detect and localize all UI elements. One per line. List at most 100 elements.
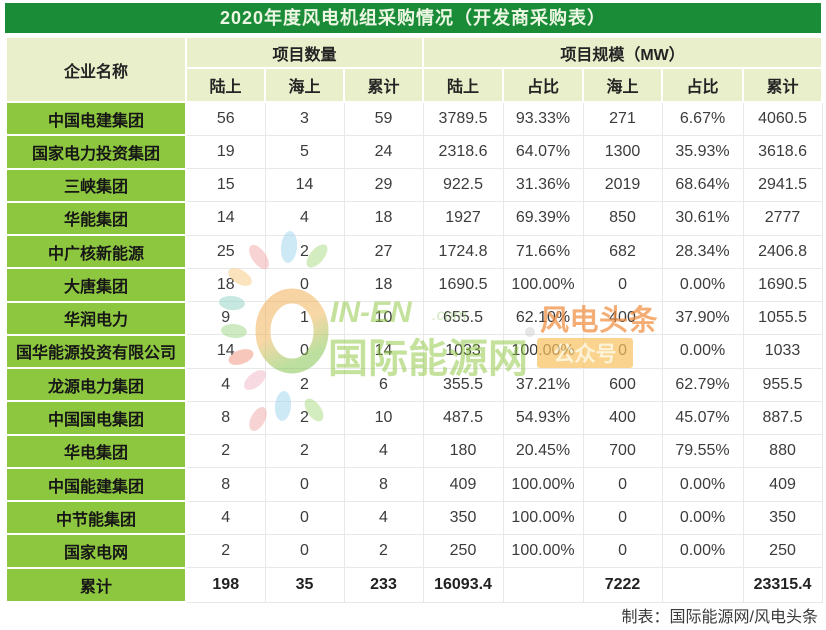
data-cell: 45.07%	[661, 400, 744, 436]
data-cell: 59	[343, 101, 424, 136]
data-cell: 1055.5	[742, 301, 823, 336]
data-cell: 1690.5	[742, 267, 823, 303]
data-cell: 2	[264, 234, 345, 269]
data-cell: 1300	[582, 134, 663, 170]
table-row: 中节能集团 4 0 4 350 100.00% 0 0.00% 350	[5, 500, 823, 536]
company-name-cell: 华能集团	[5, 200, 187, 237]
data-cell: 180	[422, 434, 504, 469]
data-cell: 14	[185, 201, 266, 236]
sub-header-row: 陆上 海上 累计 陆上 占比 海上 占比 累计	[6, 67, 824, 103]
total-data-cell: 23315.4	[742, 567, 823, 603]
data-cell: 68.64%	[661, 168, 744, 203]
data-cell: 4	[343, 434, 424, 469]
table-row: 国家电力投资集团 19 5 24 2318.6 64.07% 1300 35.93% 3618.…	[5, 134, 823, 170]
data-cell: 0	[582, 533, 663, 569]
data-cell: 25	[185, 234, 266, 269]
data-cell: 4	[343, 500, 424, 535]
data-cell: 3618.6	[742, 134, 823, 170]
data-cell: 2	[343, 533, 424, 569]
table-row: 国华能源投资有限公司 14 0 14 1033 100.00% 0 0.00% 1033	[5, 333, 823, 370]
data-cell: 4	[185, 500, 266, 535]
data-cell: 2941.5	[742, 168, 823, 203]
table-title: 2020年度风电机组采购情况（开发商采购表）	[5, 3, 821, 33]
company-name-cell: 国华能源投资有限公司	[5, 333, 187, 370]
data-cell: 6	[343, 367, 424, 402]
data-cell: 37.21%	[502, 367, 584, 402]
data-cell: 0	[582, 467, 663, 502]
data-cell: 3789.5	[422, 101, 504, 136]
data-cell: 1033	[422, 334, 504, 369]
table-row: 中国电建集团 56 3 59 3789.5 93.33% 271 6.67% 4060.5	[5, 100, 823, 137]
data-cell: 100.00%	[502, 500, 584, 535]
data-cell: 400	[582, 400, 663, 436]
data-cell: 20.45%	[502, 434, 584, 469]
group-header-row: 企业名称 项目数量 项目规模（MW）	[5, 36, 824, 103]
data-cell: 62.10%	[502, 301, 584, 336]
data-cell: 100.00%	[502, 467, 584, 502]
data-cell: 10	[343, 301, 424, 336]
company-name-cell: 国家电网	[5, 533, 187, 569]
data-cell: 0.00%	[661, 500, 744, 535]
data-cell: 880	[742, 434, 823, 469]
table-row: 三峡集团 15 14 29 922.5 31.36% 2019 68.64% 2941.5	[5, 167, 823, 203]
data-cell: 15	[185, 168, 266, 203]
data-cell: 409	[422, 467, 504, 502]
data-cell: 2	[264, 400, 345, 436]
table-row: 龙源电力集团 4 2 6 355.5 37.21% 600 62.79% 955.5	[5, 367, 823, 403]
company-name-cell: 中国电建集团	[5, 100, 187, 137]
data-cell: 8	[343, 467, 424, 502]
data-cell: 0	[264, 500, 345, 535]
data-cell: 14	[185, 334, 266, 369]
data-cell: 2318.6	[422, 134, 504, 170]
data-cell: 56	[185, 101, 266, 136]
data-cell: 69.39%	[502, 201, 584, 236]
data-cell: 8	[185, 400, 266, 436]
table-row: 华电集团 2 2 4 180 20.45% 700 79.55% 880	[5, 433, 823, 469]
total-data-cell: 198	[185, 567, 266, 603]
total-data-cell: 16093.4	[422, 567, 504, 603]
data-cell: 922.5	[422, 168, 504, 203]
data-cell: 24	[343, 134, 424, 170]
company-name-cell: 大唐集团	[5, 267, 187, 303]
corner-header: 企业名称	[5, 36, 187, 103]
data-cell: 62.79%	[661, 367, 744, 402]
sub-header-onshore-count: 陆上	[185, 67, 266, 103]
data-cell: 400	[582, 301, 663, 336]
data-cell: 100.00%	[502, 533, 584, 569]
data-cell: 2	[264, 367, 345, 402]
data-cell: 1690.5	[422, 267, 504, 303]
company-name-cell: 龙源电力集团	[5, 367, 187, 403]
total-row-label: 累计	[5, 566, 187, 604]
data-cell: 6.67%	[661, 101, 744, 136]
sub-header-total-mw: 累计	[742, 67, 824, 103]
data-cell: 4	[264, 201, 345, 236]
company-name-cell: 中国国电集团	[5, 400, 187, 436]
data-cell: 54.93%	[502, 400, 584, 436]
data-cell: 1033	[742, 334, 823, 369]
group-header-scale: 项目规模（MW）	[422, 36, 824, 69]
data-cell: 35.93%	[661, 134, 744, 170]
data-cell: 0.00%	[661, 334, 744, 369]
data-cell: 64.07%	[502, 134, 584, 170]
data-cell: 409	[742, 467, 823, 502]
data-cell: 28.34%	[661, 234, 744, 269]
table-row: 中国能建集团 8 0 8 409 100.00% 0 0.00% 409	[5, 466, 823, 503]
data-cell: 0	[264, 467, 345, 502]
company-name-cell: 华润电力	[5, 300, 187, 336]
data-cell: 600	[582, 367, 663, 402]
total-data-cell	[661, 567, 744, 603]
data-cell: 2	[185, 434, 266, 469]
data-cell: 682	[582, 234, 663, 269]
company-name-cell: 华电集团	[5, 433, 187, 469]
sub-header-offshore-mw: 海上	[582, 67, 664, 103]
data-cell: 0	[264, 533, 345, 569]
data-cell: 850	[582, 201, 663, 236]
total-data-cell: 7222	[582, 567, 663, 603]
data-cell: 0	[582, 267, 663, 303]
data-cell: 0	[582, 334, 663, 369]
data-cell: 2777	[742, 201, 823, 236]
table-row: 中国国电集团 8 2 10 487.5 54.93% 400 45.07% 887.5	[5, 400, 823, 436]
data-cell: 31.36%	[502, 168, 584, 203]
table-row: 华润电力 9 1 10 655.5 62.10% 400 37.90% 1055.5	[5, 300, 823, 336]
